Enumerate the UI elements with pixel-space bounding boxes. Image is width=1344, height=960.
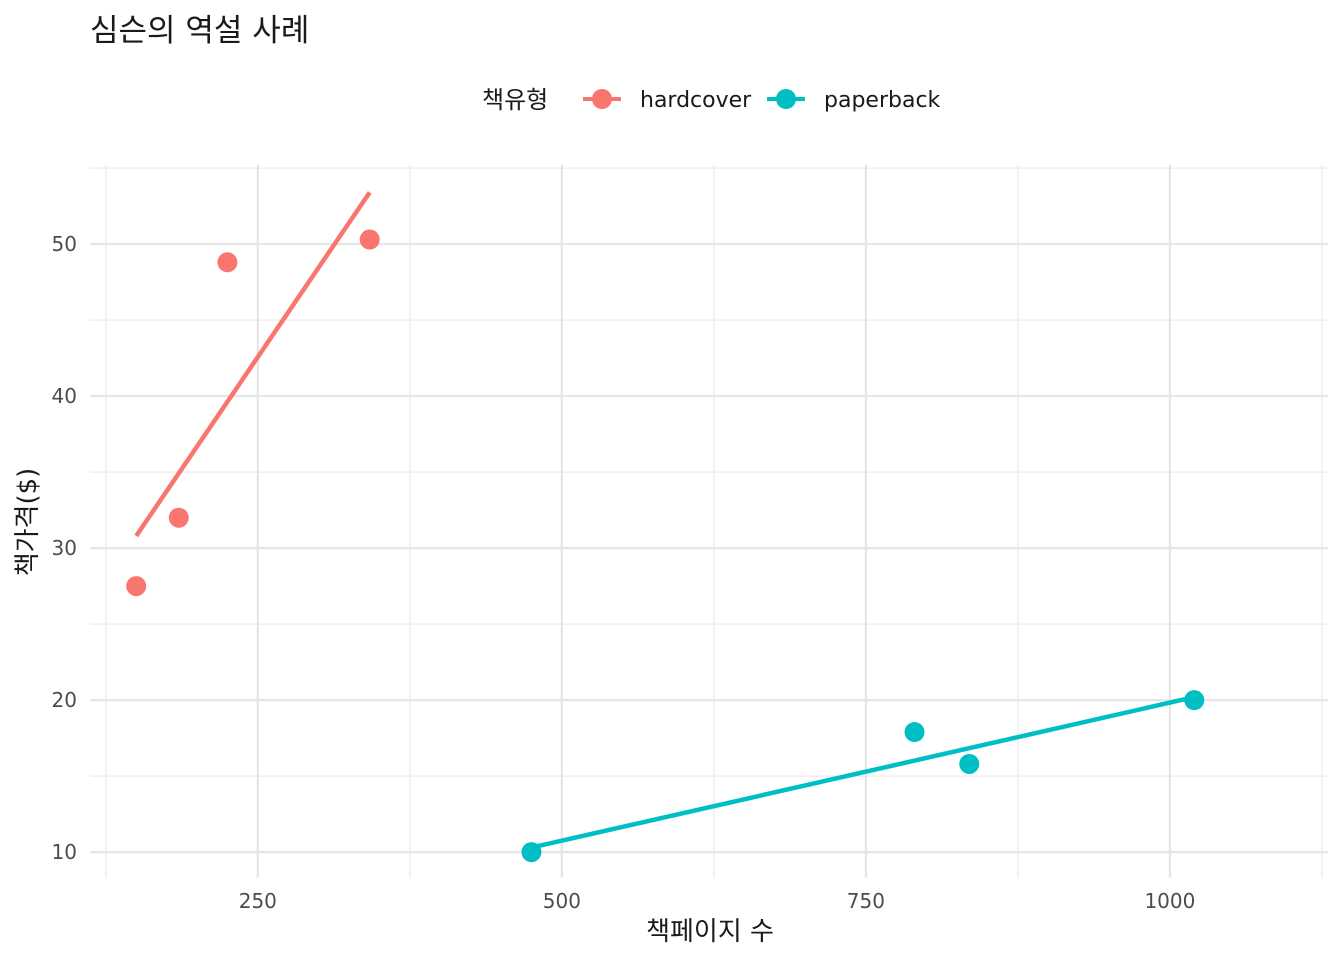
y-tick-label: 20 [52,688,77,712]
data-point-hardcover [359,229,380,250]
x-tick-label: 500 [543,889,581,913]
x-axis-ticks: 250 500 750 1000 [239,889,1196,913]
chart-title: 심슨의 역설 사례 [90,13,309,49]
data-point-paperback [959,753,980,774]
trend-lines [134,191,1195,850]
data-point-paperback [1184,690,1205,711]
legend-label-hardcover: hardcover [640,88,752,113]
y-axis-ticks: 10 20 30 40 50 [52,232,77,864]
x-tick-label: 250 [239,889,277,913]
x-axis-title: 책페이지 수 [646,917,774,947]
legend-item-paperback: paperback [767,88,941,113]
data-point-hardcover [126,576,147,597]
data-point-paperback [521,842,542,863]
legend-title: 책유형 [482,86,548,114]
y-tick-label: 40 [52,384,77,408]
data-point-hardcover [217,252,238,273]
legend: 책유형 hardcover paperback [482,86,941,114]
plot-grid [90,165,1328,878]
legend-label-paperback: paperback [824,88,941,113]
trend-line-paperback [530,694,1195,850]
y-tick-label: 10 [52,840,77,864]
y-tick-label: 50 [52,232,77,256]
data-point-paperback [904,722,925,743]
data-point-hardcover [168,507,189,528]
legend-item-hardcover: hardcover [583,88,752,113]
y-axis-title: 책가격($) [13,468,43,577]
legend-key-point-paperback [776,89,796,109]
trend-line-hardcover [134,191,372,538]
legend-key-point-hardcover [592,89,612,109]
x-tick-label: 1000 [1144,889,1195,913]
data-points [126,229,1205,863]
y-tick-label: 30 [52,536,77,560]
x-tick-label: 750 [847,889,885,913]
